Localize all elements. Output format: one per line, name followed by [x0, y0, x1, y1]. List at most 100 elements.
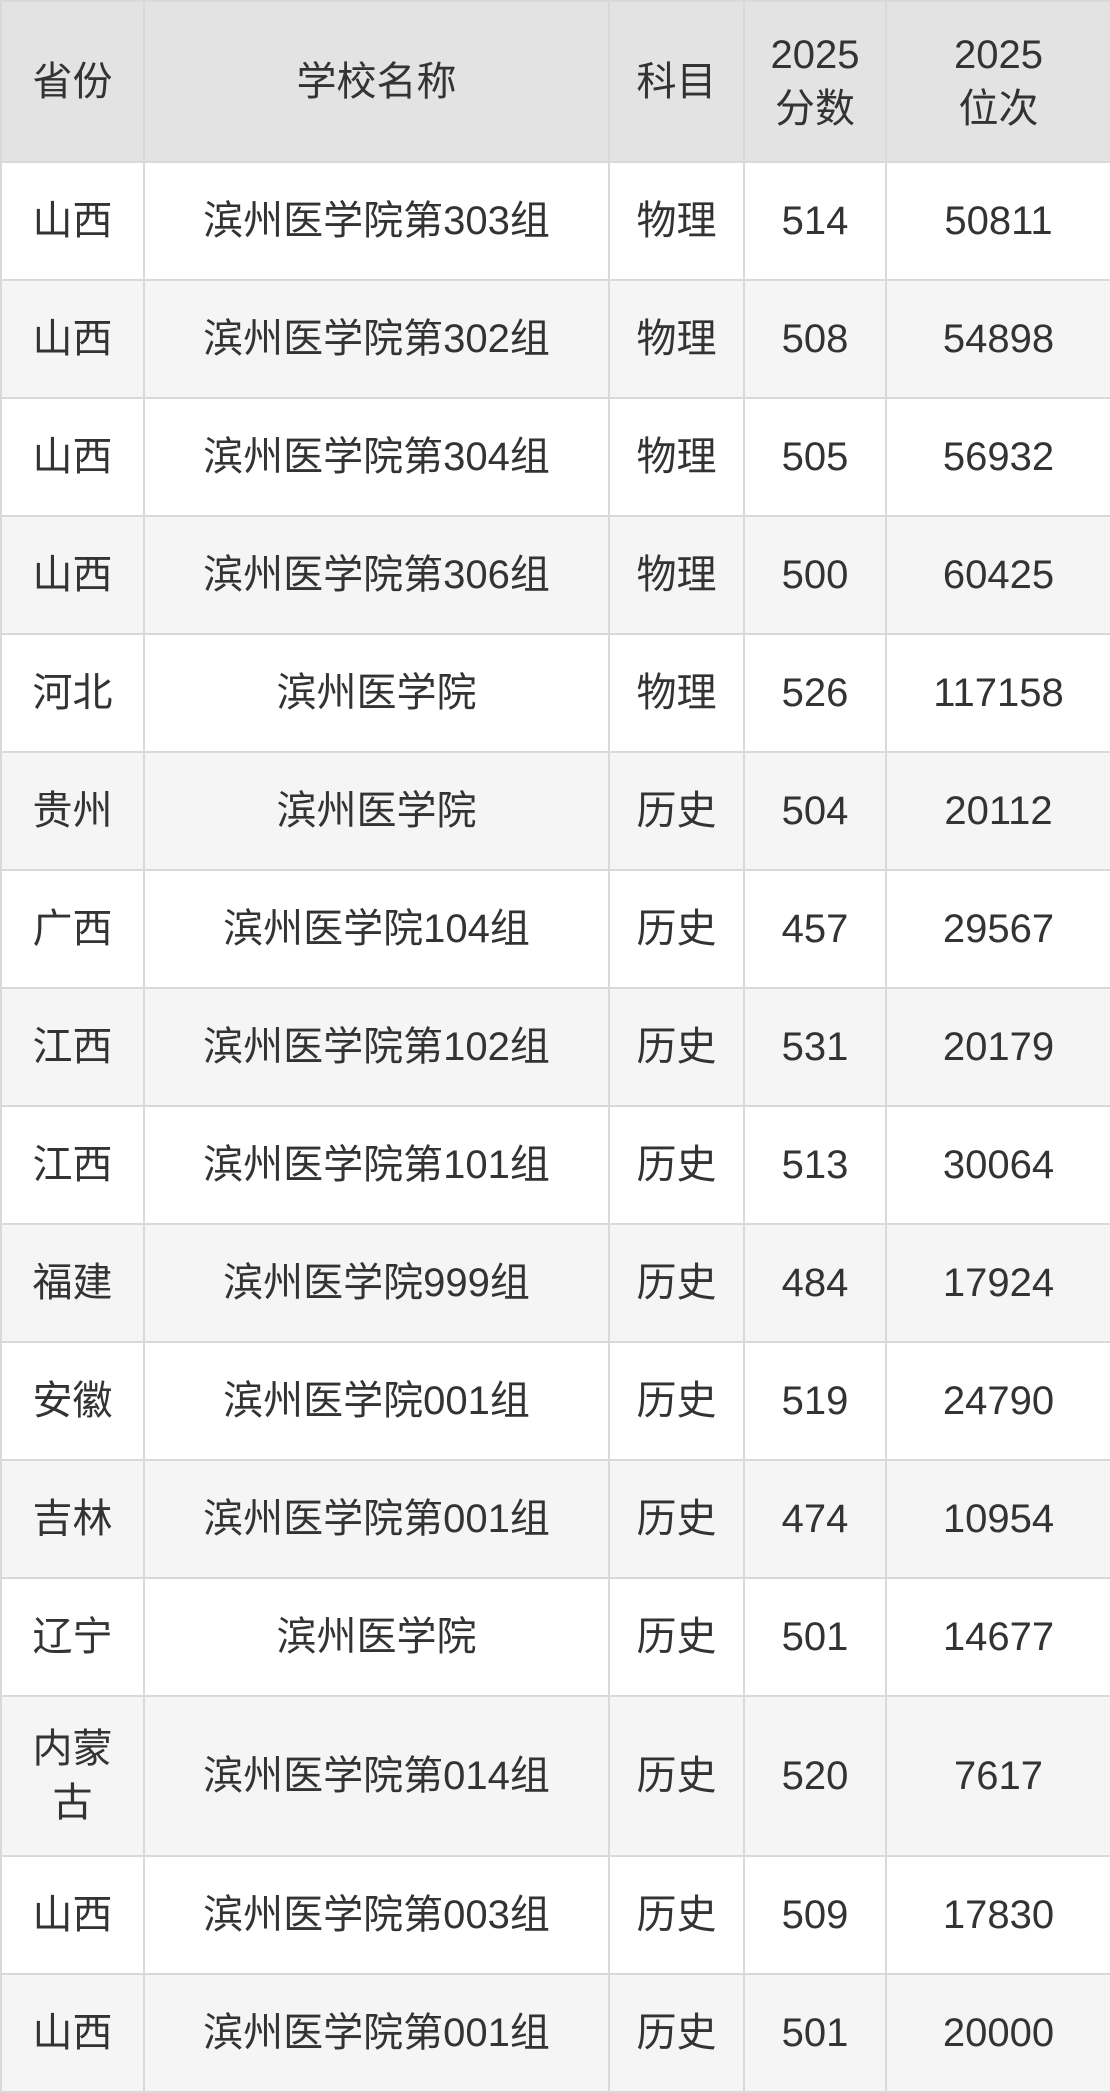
cell-school: 滨州医学院第302组 [143, 279, 610, 399]
cell-rank: 20179 [885, 987, 1110, 1107]
cell-school: 滨州医学院第003组 [143, 1855, 610, 1975]
cell-score: 520 [743, 1695, 887, 1857]
cell-school: 滨州医学院第101组 [143, 1105, 610, 1225]
cell-province: 江西 [0, 987, 145, 1107]
table-row: 内蒙古 滨州医学院第014组 历史 520 7617 [0, 1695, 1110, 1857]
cell-school: 滨州医学院第306组 [143, 515, 610, 635]
cell-subject: 物理 [608, 397, 745, 517]
cell-subject: 历史 [608, 1973, 745, 2093]
cell-subject: 历史 [608, 987, 745, 1107]
cell-province: 山西 [0, 1973, 145, 2093]
cell-rank: 117158 [885, 633, 1110, 753]
cell-subject: 物理 [608, 515, 745, 635]
cell-school: 滨州医学院第014组 [143, 1695, 610, 1857]
cell-score: 505 [743, 397, 887, 517]
cell-subject: 物理 [608, 633, 745, 753]
cell-province: 福建 [0, 1223, 145, 1343]
cell-school: 滨州医学院第001组 [143, 1973, 610, 2093]
cell-rank: 54898 [885, 279, 1110, 399]
table-row: 吉林 滨州医学院第001组 历史 474 10954 [0, 1459, 1110, 1579]
table-row: 山西 滨州医学院第302组 物理 508 54898 [0, 279, 1110, 399]
col-header-province: 省份 [0, 0, 145, 163]
cell-school: 滨州医学院 [143, 633, 610, 753]
cell-rank: 20112 [885, 751, 1110, 871]
cell-province: 吉林 [0, 1459, 145, 1579]
cell-school: 滨州医学院 [143, 1577, 610, 1697]
table-row: 福建 滨州医学院999组 历史 484 17924 [0, 1223, 1110, 1343]
cell-rank: 56932 [885, 397, 1110, 517]
cell-score: 500 [743, 515, 887, 635]
cell-subject: 物理 [608, 279, 745, 399]
cell-province: 河北 [0, 633, 145, 753]
table-row: 山西 滨州医学院第304组 物理 505 56932 [0, 397, 1110, 517]
cell-school: 滨州医学院第303组 [143, 161, 610, 281]
cell-rank: 24790 [885, 1341, 1110, 1461]
table-header: 省份 学校名称 科目 2025 分数 2025 位次 [0, 0, 1110, 163]
cell-province: 山西 [0, 397, 145, 517]
cell-province: 安徽 [0, 1341, 145, 1461]
cell-province: 贵州 [0, 751, 145, 871]
table-row: 安徽 滨州医学院001组 历史 519 24790 [0, 1341, 1110, 1461]
cell-subject: 物理 [608, 161, 745, 281]
cell-province: 山西 [0, 1855, 145, 1975]
cell-subject: 历史 [608, 1695, 745, 1857]
cell-score: 484 [743, 1223, 887, 1343]
cell-score: 513 [743, 1105, 887, 1225]
cell-school: 滨州医学院001组 [143, 1341, 610, 1461]
cell-subject: 历史 [608, 1855, 745, 1975]
cell-subject: 历史 [608, 1341, 745, 1461]
cell-province: 江西 [0, 1105, 145, 1225]
cell-province: 山西 [0, 161, 145, 281]
table-row: 广西 滨州医学院104组 历史 457 29567 [0, 869, 1110, 989]
cell-score: 474 [743, 1459, 887, 1579]
table-row: 江西 滨州医学院第102组 历史 531 20179 [0, 987, 1110, 1107]
cell-rank: 30064 [885, 1105, 1110, 1225]
cell-subject: 历史 [608, 869, 745, 989]
cell-rank: 60425 [885, 515, 1110, 635]
table-row: 河北 滨州医学院 物理 526 117158 [0, 633, 1110, 753]
table-row: 贵州 滨州医学院 历史 504 20112 [0, 751, 1110, 871]
cell-score: 514 [743, 161, 887, 281]
cell-score: 531 [743, 987, 887, 1107]
cell-subject: 历史 [608, 1459, 745, 1579]
cell-subject: 历史 [608, 1577, 745, 1697]
cell-province: 辽宁 [0, 1577, 145, 1697]
table-row: 山西 滨州医学院第003组 历史 509 17830 [0, 1855, 1110, 1975]
cell-rank: 17830 [885, 1855, 1110, 1975]
col-header-subject: 科目 [608, 0, 745, 163]
cell-school: 滨州医学院999组 [143, 1223, 610, 1343]
cell-province: 内蒙古 [0, 1695, 145, 1857]
cell-subject: 历史 [608, 1105, 745, 1225]
cell-province: 山西 [0, 515, 145, 635]
cell-rank: 7617 [885, 1695, 1110, 1857]
cell-score: 519 [743, 1341, 887, 1461]
table-body: 山西 滨州医学院第303组 物理 514 50811 山西 滨州医学院第302组… [0, 161, 1110, 2093]
table-row: 江西 滨州医学院第101组 历史 513 30064 [0, 1105, 1110, 1225]
cell-school: 滨州医学院 [143, 751, 610, 871]
cell-score: 508 [743, 279, 887, 399]
cell-rank: 50811 [885, 161, 1110, 281]
cell-rank: 14677 [885, 1577, 1110, 1697]
cell-province: 广西 [0, 869, 145, 989]
col-header-school: 学校名称 [143, 0, 610, 163]
cell-rank: 10954 [885, 1459, 1110, 1579]
cell-score: 504 [743, 751, 887, 871]
cell-score: 526 [743, 633, 887, 753]
cell-subject: 历史 [608, 751, 745, 871]
table-row: 辽宁 滨州医学院 历史 501 14677 [0, 1577, 1110, 1697]
table-row: 山西 滨州医学院第001组 历史 501 20000 [0, 1973, 1110, 2093]
cell-rank: 29567 [885, 869, 1110, 989]
header-row: 省份 学校名称 科目 2025 分数 2025 位次 [0, 0, 1110, 163]
cell-subject: 历史 [608, 1223, 745, 1343]
cell-province: 山西 [0, 279, 145, 399]
cell-score: 509 [743, 1855, 887, 1975]
cell-school: 滨州医学院第102组 [143, 987, 610, 1107]
table-row: 山西 滨州医学院第306组 物理 500 60425 [0, 515, 1110, 635]
table-row: 山西 滨州医学院第303组 物理 514 50811 [0, 161, 1110, 281]
cell-score: 501 [743, 1577, 887, 1697]
cell-rank: 17924 [885, 1223, 1110, 1343]
col-header-rank: 2025 位次 [885, 0, 1110, 163]
cell-school: 滨州医学院第001组 [143, 1459, 610, 1579]
